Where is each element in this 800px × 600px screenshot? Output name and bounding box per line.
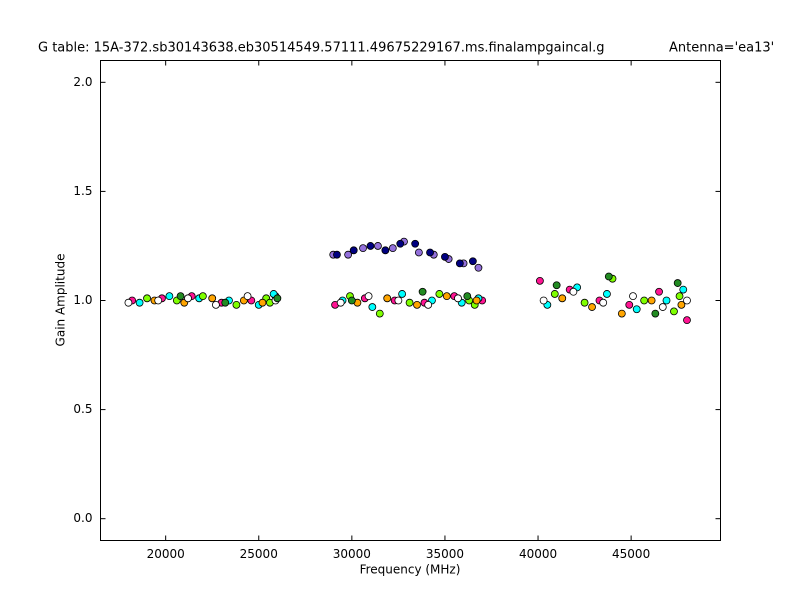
data-point (396, 239, 405, 248)
data-point (383, 294, 392, 303)
data-point (374, 242, 382, 250)
data-point (569, 287, 578, 296)
data-point (405, 298, 414, 307)
data-point (535, 276, 544, 285)
data-point (603, 290, 611, 298)
data-point (454, 294, 462, 303)
data-point (135, 298, 144, 307)
data-point (472, 296, 481, 305)
data-point (273, 294, 282, 303)
data-point (364, 292, 373, 301)
data-point (394, 296, 403, 305)
chart-title: G table: 15A-372.sb30143638.eb30514549.5… (38, 41, 605, 56)
y-tick-label: 1.0 (73, 293, 92, 307)
data-point (683, 296, 691, 305)
data-point (463, 292, 472, 301)
data-point (413, 300, 421, 309)
data-point (552, 281, 561, 290)
data-point (442, 292, 451, 301)
data-point (165, 292, 174, 301)
data-point (336, 298, 345, 307)
data-point (349, 246, 358, 255)
data-point (232, 300, 241, 309)
data-point (662, 296, 671, 305)
data-point (243, 292, 252, 301)
x-tick-label: 20000 (147, 547, 185, 561)
data-point (673, 279, 682, 287)
x-tick-label: 35000 (426, 547, 464, 561)
data-point (388, 244, 397, 253)
data-point (398, 290, 407, 298)
y-tick-label: 2.0 (73, 75, 92, 89)
data-point (468, 257, 477, 266)
data-point (368, 303, 377, 311)
data-point (474, 263, 483, 272)
data-point (258, 298, 267, 307)
data-point (184, 294, 192, 303)
data-point (208, 294, 217, 303)
x-tick-label: 40000 (519, 547, 557, 561)
data-point (176, 292, 185, 301)
y-axis-label: Gain Amplitude (54, 254, 68, 347)
data-point (625, 300, 634, 309)
data-point (655, 287, 663, 296)
x-tick-label: 30000 (333, 547, 371, 561)
data-point (424, 300, 433, 309)
data-point (679, 285, 688, 294)
data-point (640, 296, 649, 305)
data-point (212, 300, 220, 309)
data-point (558, 294, 567, 303)
data-point (632, 305, 641, 314)
x-tick-label: 45000 (612, 547, 650, 561)
data-point (418, 287, 427, 296)
data-point (441, 252, 449, 261)
data-point (683, 316, 691, 325)
data-point (411, 239, 420, 248)
data-point (344, 250, 353, 259)
data-point (124, 298, 133, 307)
data-point (347, 296, 356, 305)
data-point (599, 298, 608, 307)
antenna-label: Antenna='ea13' (669, 41, 774, 56)
x-tick-label: 25000 (240, 547, 278, 561)
y-tick-label: 0.5 (73, 402, 92, 416)
data-point (221, 298, 230, 307)
data-point (550, 290, 559, 298)
data-point (629, 292, 637, 301)
data-point (435, 290, 444, 298)
data-point (426, 248, 434, 257)
data-point (658, 303, 667, 311)
data-point (677, 300, 686, 309)
plot-area (124, 237, 691, 325)
data-point (651, 309, 660, 318)
data-point (143, 294, 151, 303)
y-tick-label: 1.5 (73, 184, 92, 198)
data-point (670, 307, 678, 316)
data-point (647, 296, 656, 305)
x-axis-label: Frequency (MHz) (360, 563, 461, 577)
data-point (366, 242, 375, 250)
data-point (381, 246, 390, 255)
data-point (359, 244, 367, 253)
data-point (154, 296, 163, 305)
data-point (414, 248, 423, 257)
data-point (617, 309, 626, 318)
data-point (455, 259, 464, 268)
data-point (375, 309, 384, 318)
data-point (199, 292, 207, 301)
data-point (588, 303, 596, 311)
data-point (580, 298, 589, 307)
data-point (539, 296, 548, 305)
data-point (333, 250, 341, 259)
y-tick-label: 0.0 (73, 511, 92, 525)
data-point (604, 272, 613, 281)
data-point (675, 292, 684, 301)
